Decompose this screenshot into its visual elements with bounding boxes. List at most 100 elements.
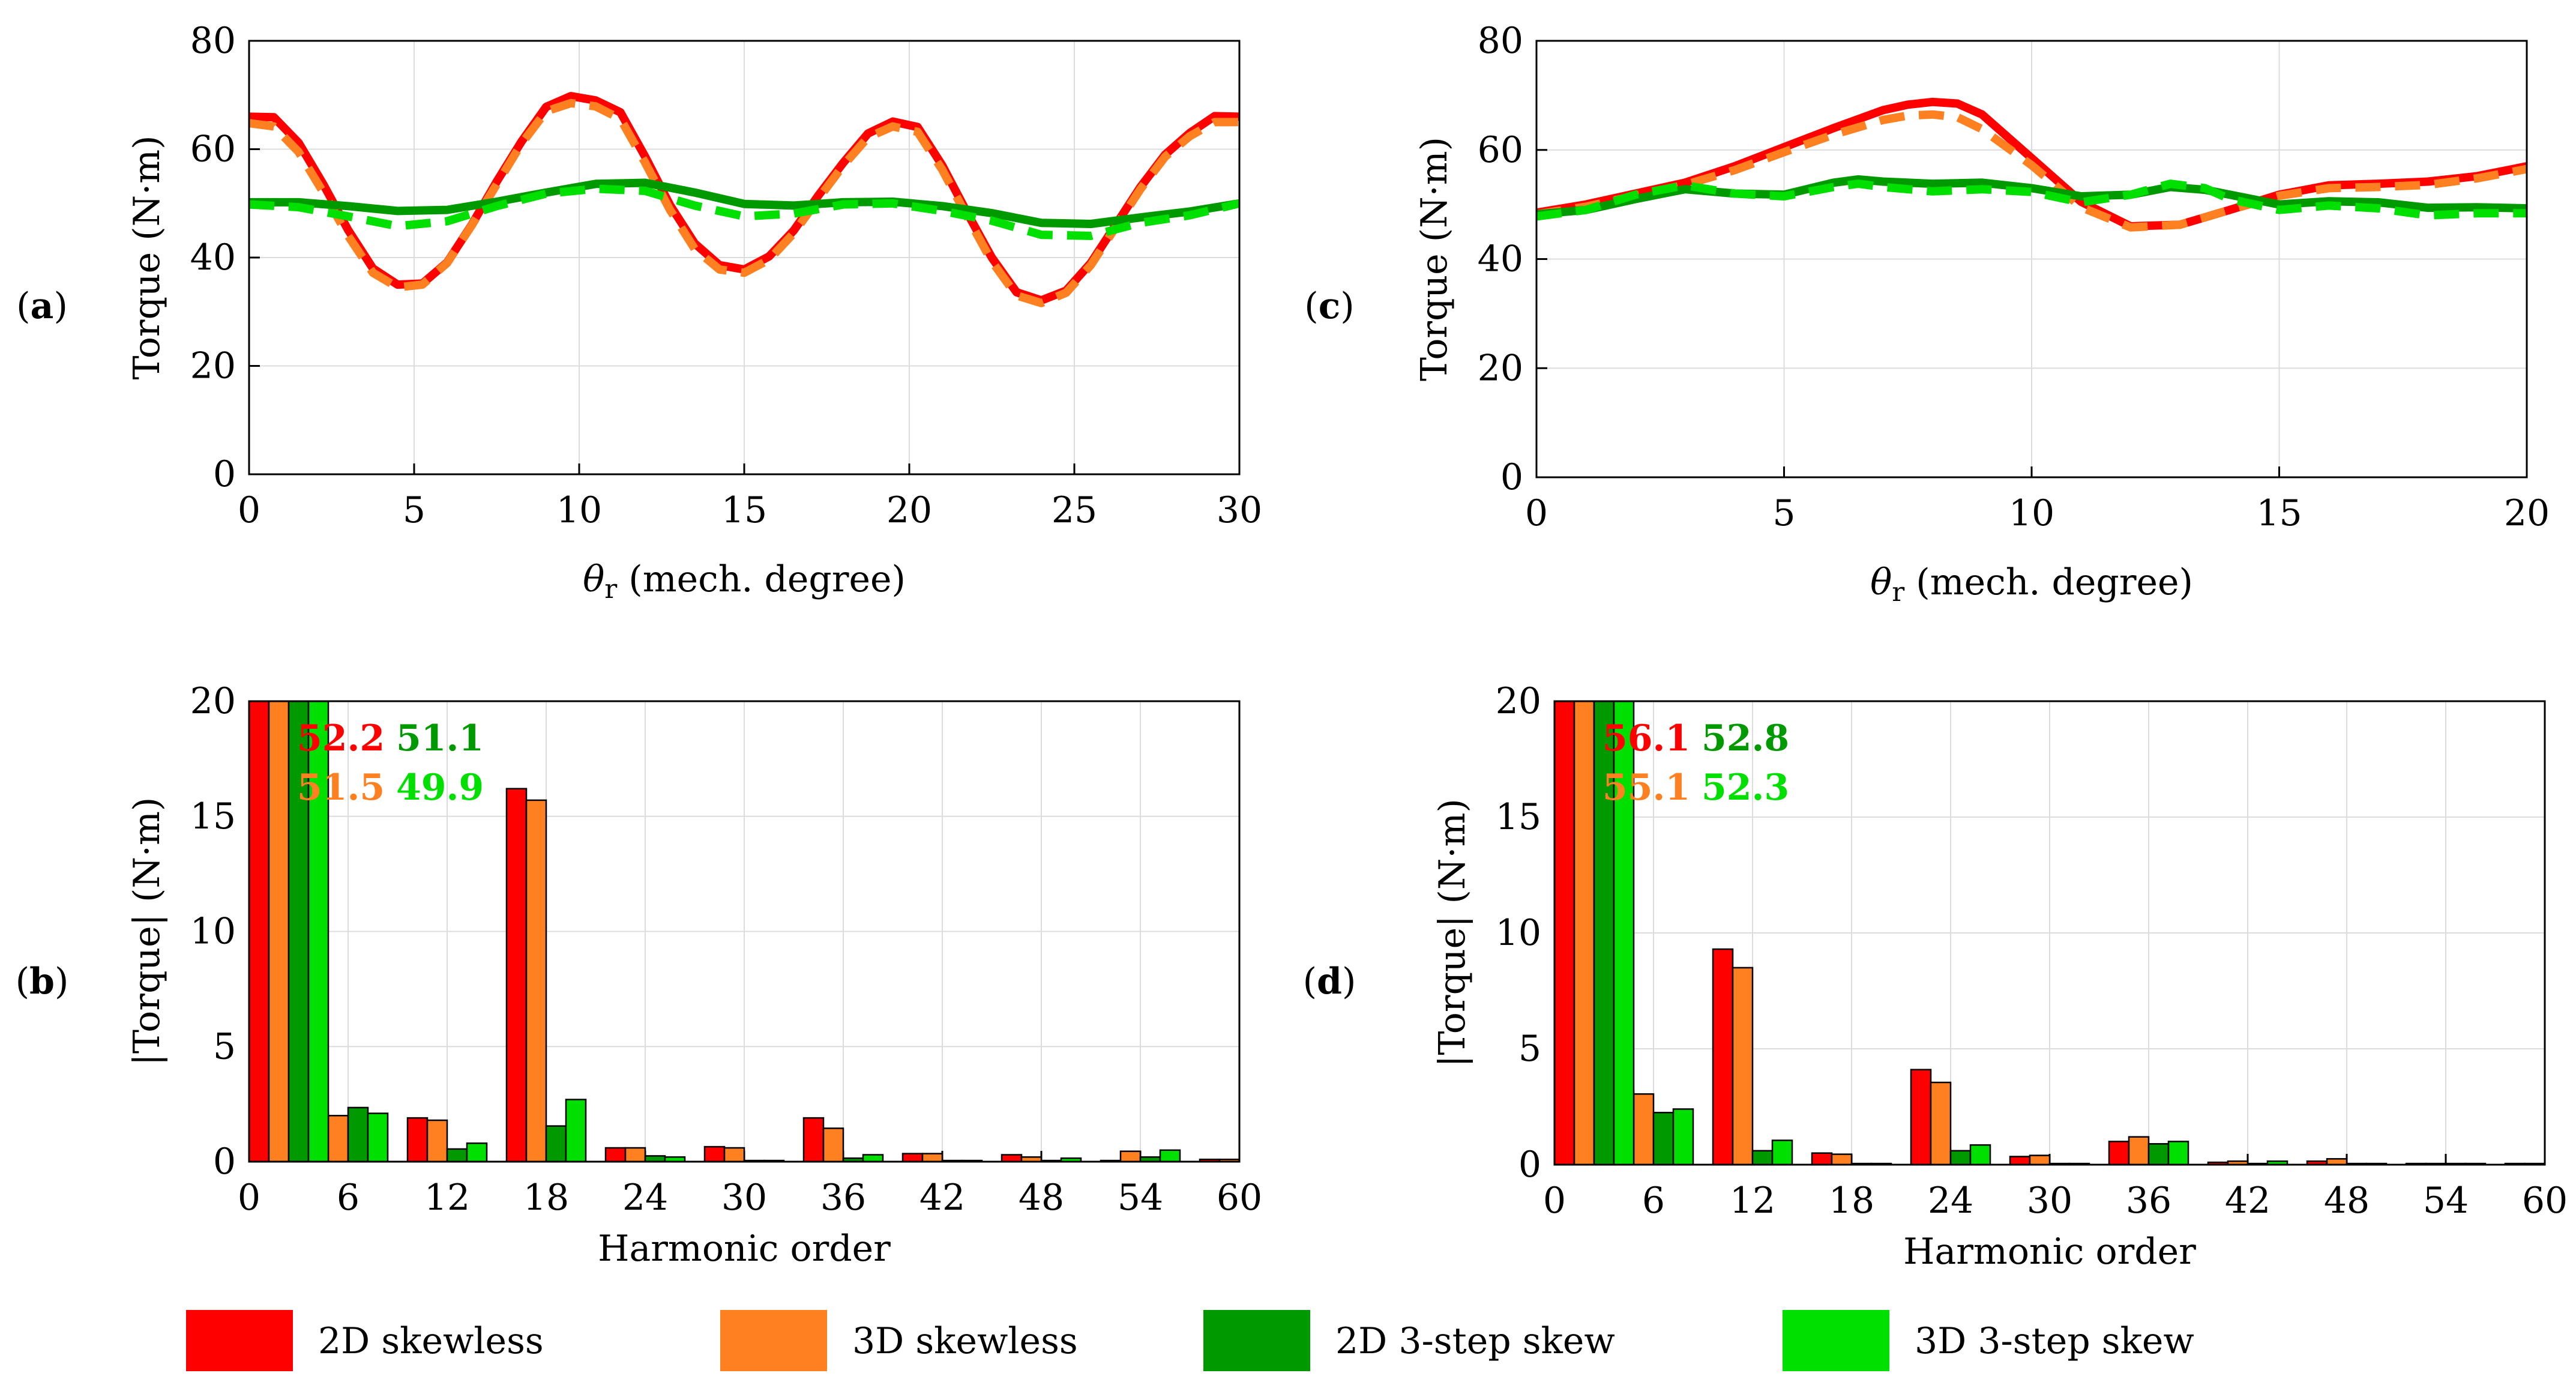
panel-a-x-axis-label: θr (mech. degree)	[583, 558, 906, 605]
panel-b-y-axis-label: |Torque| (N·m)	[126, 797, 168, 1066]
panel-d-x-tick-label: 0	[1543, 1180, 1566, 1222]
panel-a-torque-waveform-chart: 0 5 10 15 20 25 30 0 20 40 60 80 θr (mech. degree) To…	[16, 20, 1262, 605]
panel-c-torque-waveform-chart: 0 5 10 15 20 0 20 40 60 80 θr (mech. degree) Torque…	[1304, 20, 2550, 608]
panel-a-x-tick-label: 20	[886, 489, 932, 531]
bar-2d-3-step-skew-h12	[446, 1148, 468, 1163]
panel-d-x-tick-label: 30	[2027, 1180, 2072, 1222]
panel-c-x-axis-label: θr (mech. degree)	[1870, 561, 2193, 608]
panel-b-y-tick-label: 0	[213, 1141, 236, 1183]
bar-2d-skewless-h30	[703, 1145, 726, 1163]
panel-b-x-tick-label: 60	[1217, 1177, 1262, 1219]
panel-b-x-tick-label: 12	[424, 1177, 470, 1219]
bar-2d-skewless-h36	[802, 1117, 825, 1163]
bar-3d-skewless-h36	[2128, 1136, 2150, 1166]
panel-d-x-tick-label: 12	[1730, 1180, 1775, 1222]
bar-2d-3-step-skew-h6	[347, 1106, 369, 1163]
panel-a-y-tick-label: 20	[190, 345, 236, 387]
bar-3d-3-step-skew-h36	[862, 1154, 884, 1163]
panel-a-y-tick-label: 40	[190, 237, 236, 279]
bar-3d-3-step-skew-h12	[1771, 1139, 1793, 1166]
bar-2d-skewless-h18	[505, 788, 528, 1163]
bar-3d-3-step-skew-h18	[565, 1099, 587, 1163]
series-line-2d-3-step-skew	[249, 178, 1241, 228]
legend-label-3d-3-step-skew: 3D 3-step skew	[1915, 1320, 2194, 1362]
panel-c-y-tick-label: 80	[1478, 20, 1523, 62]
bar-3d-skewless-h6	[327, 1115, 349, 1163]
legend-swatch-3d-skewless	[720, 1310, 827, 1371]
panel-d-y-tick-label: 20	[1496, 680, 1541, 722]
bar-3d-skewless-h30	[2029, 1154, 2051, 1166]
panel-b-x-tick-label: 24	[622, 1177, 668, 1219]
panel-b-x-tick-label: 54	[1118, 1177, 1163, 1219]
panel-a-x-tick-label: 30	[1217, 489, 1262, 531]
panel-c-x-tick-label: 10	[2009, 492, 2054, 534]
panel-d-harmonic-spectrum-chart: 0 6 12 18 24 30 36 42 48 54 60 0 5 10 15 20 56.1 52.8 55.1…	[1303, 680, 2568, 1273]
panel-b-x-tick-label: 30	[721, 1177, 767, 1219]
bar-2d-skewless-h24	[604, 1147, 627, 1163]
bar-2d-3-step-skew-h36	[2147, 1143, 2170, 1166]
panel-b-harmonic-spectrum-chart: 0 6 12 18 24 30 36 42 48 54 60 0 5 10 15 20 52.2 51.1 51.5…	[16, 680, 1263, 1270]
bar-3d-3-step-skew-h54	[1159, 1149, 1181, 1163]
panel-c-y-tick-label: 60	[1478, 129, 1523, 171]
bar-3d-3-step-skew-h6	[1672, 1108, 1694, 1166]
series-line-3d-skewless	[248, 98, 1239, 307]
panel-b-dc-value-label: 51.5	[297, 767, 385, 809]
series-line-2d-3-step-skew	[1536, 175, 2527, 219]
panel-c-x-tick-label: 5	[1772, 492, 1795, 534]
panel-d-dc-value-label: 52.8	[1702, 717, 1789, 759]
panel-d-dc-value-label: 55.1	[1602, 767, 1690, 809]
panel-b-x-tick-label: 36	[820, 1177, 866, 1219]
panel-c-x-tick-label: 0	[1525, 492, 1548, 534]
panel-b-label: (b)	[16, 961, 69, 1003]
panel-d-y-axis-label: |Torque| (N·m)	[1431, 798, 1473, 1067]
panel-d-x-tick-label: 36	[2126, 1180, 2171, 1222]
panel-b-dc-value-label: 52.2	[297, 717, 385, 759]
panel-a-label: (a)	[16, 285, 68, 327]
series-line-2d-skewless	[1535, 97, 2528, 231]
panel-a-x-tick-label: 10	[556, 489, 602, 531]
legend-label-2d-skewless: 2D skewless	[318, 1320, 544, 1362]
bar-3d-skewless-h18	[525, 799, 547, 1163]
bar-3d-3-step-skew-h24	[1969, 1144, 1991, 1166]
panel-a-y-tick-label: 60	[190, 128, 236, 170]
panel-c-y-tick-label: 20	[1478, 347, 1523, 389]
panel-d-x-tick-label: 42	[2225, 1180, 2271, 1222]
bar-3d-skewless-h12	[426, 1119, 448, 1163]
panel-d-y-tick-label: 0	[1518, 1144, 1541, 1186]
panel-d-dc-value-label: 56.1	[1602, 717, 1690, 759]
legend-swatch-2d-skewless	[186, 1310, 293, 1371]
panel-b-axes-box	[248, 700, 1241, 1163]
legend-swatch-3d-3-step-skew	[1783, 1310, 1889, 1371]
panel-d-x-tick-label: 54	[2423, 1180, 2469, 1222]
bar-2d-3-step-skew-h0	[1593, 700, 1615, 1166]
panel-b-x-tick-label: 42	[919, 1177, 965, 1219]
panel-b-y-tick-label: 10	[190, 911, 236, 953]
bar-3d-skewless-h18	[1831, 1153, 1853, 1166]
bar-3d-skewless-h12	[1732, 967, 1754, 1166]
panel-d-x-tick-label: 18	[1829, 1180, 1874, 1222]
panel-c-x-tick-label: 15	[2256, 492, 2302, 534]
bar-2d-skewless-h36	[2108, 1141, 2130, 1166]
bar-2d-3-step-skew-h6	[1652, 1111, 1675, 1166]
bar-2d-skewless-h12	[1712, 948, 1734, 1166]
bar-3d-skewless-h24	[1930, 1081, 1952, 1166]
panel-b-x-tick-label: 0	[238, 1177, 260, 1219]
bar-3d-skewless-h0	[268, 700, 290, 1163]
panel-d-y-tick-label: 15	[1496, 796, 1541, 838]
bar-3d-3-step-skew-h12	[466, 1142, 488, 1163]
panel-c-axes-box	[1535, 40, 2528, 478]
panel-b-x-tick-label: 6	[337, 1177, 360, 1219]
bar-2d-3-step-skew-h12	[1751, 1150, 1774, 1166]
bar-3d-skewless-h36	[822, 1127, 844, 1163]
panel-b-y-tick-label: 20	[190, 680, 236, 722]
legend: 2D skewless 3D skewless 2D 3-step skew 3D 3…	[186, 1310, 2194, 1371]
bar-2d-3-step-skew-h24	[1949, 1150, 1972, 1166]
panel-d-x-axis-label: Harmonic order	[1903, 1231, 2196, 1273]
bar-3d-skewless-h30	[723, 1147, 745, 1163]
bar-2d-skewless-h30	[2009, 1156, 2031, 1166]
panel-a-y-tick-label: 0	[213, 453, 236, 495]
bar-2d-skewless-h18	[1811, 1152, 1833, 1166]
panel-c-y-axis-label: Torque (N·m)	[1413, 137, 1455, 381]
panel-d-x-tick-label: 6	[1642, 1180, 1665, 1222]
